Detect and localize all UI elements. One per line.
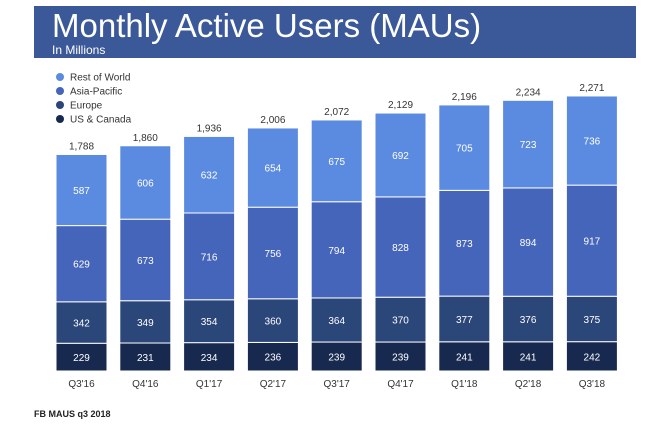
data-label-us-canada: 241 bbox=[456, 352, 473, 363]
bar-segment-asia-pacific bbox=[246, 206, 299, 300]
data-label-asia-pacific: 828 bbox=[392, 243, 409, 254]
data-label-rest-of-world: 675 bbox=[328, 157, 345, 168]
bar-segment-us-canada bbox=[565, 341, 618, 372]
legend-label-asia-pacific: Asia-Pacific bbox=[70, 87, 122, 98]
bar-segment-rest-of-world bbox=[374, 112, 427, 198]
data-label-rest-of-world: 736 bbox=[584, 137, 601, 148]
x-tick-label: Q4'17 bbox=[387, 379, 414, 390]
x-tick-label: Q1'17 bbox=[196, 379, 223, 390]
bar-segment-asia-pacific bbox=[438, 189, 491, 297]
legend-swatch-europe bbox=[56, 101, 64, 109]
data-label-europe: 364 bbox=[328, 316, 345, 327]
bar-segment-europe bbox=[246, 298, 299, 343]
legend-swatch-us-canada bbox=[56, 115, 64, 123]
bar-segment-europe bbox=[55, 301, 108, 344]
legend-label-rest-of-world: Rest of World bbox=[70, 73, 130, 84]
data-label-asia-pacific: 894 bbox=[520, 238, 537, 249]
legend-label-europe: Europe bbox=[70, 101, 103, 112]
bar-segment-europe bbox=[374, 296, 427, 343]
chart-header: Monthly Active Users (MAUs) In Millions bbox=[34, 6, 636, 58]
data-label-rest-of-world: 705 bbox=[456, 144, 473, 155]
source-caption: FB MAUS q3 2018 bbox=[34, 409, 111, 419]
data-label-us-canada: 229 bbox=[73, 353, 90, 364]
bar-segment-rest-of-world bbox=[246, 127, 299, 208]
x-tick-label: Q4'16 bbox=[132, 379, 159, 390]
bar-segment-asia-pacific bbox=[183, 212, 236, 301]
data-label-us-canada: 242 bbox=[584, 352, 601, 363]
bar-total-label: 2,072 bbox=[324, 107, 349, 118]
bar-segment-rest-of-world bbox=[438, 104, 491, 191]
chart-subtitle: In Millions bbox=[52, 43, 106, 57]
bar-segment-rest-of-world bbox=[310, 119, 363, 203]
bar-total-label: 1,860 bbox=[133, 133, 158, 144]
bar-total-label: 1,936 bbox=[197, 123, 222, 134]
bar-segment-europe bbox=[119, 300, 172, 344]
bar-segment-europe bbox=[502, 295, 555, 343]
legend-label-us-canada: US & Canada bbox=[70, 115, 132, 126]
bar-total-label: 2,006 bbox=[260, 115, 285, 126]
data-label-asia-pacific: 673 bbox=[137, 256, 154, 267]
bar-total-label: 2,271 bbox=[579, 83, 604, 94]
data-label-us-canada: 239 bbox=[328, 353, 345, 364]
chart-title: Monthly Active Users (MAUs) bbox=[52, 7, 482, 44]
data-label-us-canada: 234 bbox=[201, 353, 218, 364]
data-label-us-canada: 239 bbox=[392, 353, 409, 364]
data-label-us-canada: 241 bbox=[520, 352, 537, 363]
bar-segment-asia-pacific bbox=[565, 184, 618, 297]
data-label-europe: 376 bbox=[520, 315, 537, 326]
x-tick-label: Q3'17 bbox=[324, 379, 351, 390]
data-label-asia-pacific: 794 bbox=[328, 246, 345, 257]
data-label-europe: 360 bbox=[265, 317, 282, 328]
data-label-asia-pacific: 873 bbox=[456, 239, 473, 250]
legend-swatch-rest-of-world bbox=[56, 73, 64, 81]
x-tick-label: Q3'16 bbox=[68, 379, 95, 390]
bar-segment-us-canada bbox=[55, 342, 108, 372]
bar-segment-us-canada bbox=[502, 341, 555, 372]
data-label-rest-of-world: 654 bbox=[265, 164, 282, 175]
bar-segment-europe bbox=[438, 295, 491, 343]
bar-total-label: 2,234 bbox=[516, 87, 541, 98]
bar-segment-asia-pacific bbox=[119, 218, 172, 302]
bar-segment-us-canada bbox=[183, 342, 236, 372]
data-label-us-canada: 236 bbox=[265, 353, 282, 364]
bar-segment-rest-of-world bbox=[565, 95, 618, 186]
data-label-rest-of-world: 692 bbox=[392, 151, 409, 162]
data-label-asia-pacific: 756 bbox=[265, 249, 282, 260]
bar-total-label: 2,196 bbox=[452, 92, 477, 103]
data-label-asia-pacific: 917 bbox=[584, 237, 601, 248]
bar-segment-us-canada bbox=[246, 341, 299, 372]
data-label-asia-pacific: 629 bbox=[73, 260, 90, 271]
bar-segment-us-canada bbox=[310, 341, 363, 372]
bar-total-label: 2,129 bbox=[388, 100, 413, 111]
bar-segment-us-canada bbox=[438, 341, 491, 372]
bar-segment-asia-pacific bbox=[374, 196, 427, 298]
x-tick-label: Q1'18 bbox=[451, 379, 478, 390]
data-label-us-canada: 231 bbox=[137, 353, 154, 364]
data-label-europe: 354 bbox=[201, 317, 218, 328]
data-label-rest-of-world: 723 bbox=[520, 140, 537, 151]
data-label-europe: 377 bbox=[456, 315, 473, 326]
bar-segment-europe bbox=[310, 297, 363, 343]
data-label-europe: 342 bbox=[73, 319, 90, 330]
bar-total-label: 1,788 bbox=[69, 141, 94, 152]
x-tick-label: Q2'17 bbox=[260, 379, 287, 390]
bar-segment-rest-of-world bbox=[183, 135, 236, 214]
data-label-europe: 375 bbox=[584, 315, 601, 326]
legend-swatch-asia-pacific bbox=[56, 87, 64, 95]
bar-segment-rest-of-world bbox=[502, 99, 555, 189]
data-label-rest-of-world: 606 bbox=[137, 178, 154, 189]
bar-segment-rest-of-world bbox=[55, 153, 108, 227]
data-label-rest-of-world: 587 bbox=[73, 186, 90, 197]
data-label-asia-pacific: 716 bbox=[201, 252, 218, 263]
data-label-europe: 370 bbox=[392, 316, 409, 327]
x-tick-label: Q3'18 bbox=[579, 379, 606, 390]
data-label-europe: 349 bbox=[137, 318, 154, 329]
data-label-rest-of-world: 632 bbox=[201, 171, 218, 182]
bar-segment-asia-pacific bbox=[502, 187, 555, 297]
bar-segment-asia-pacific bbox=[310, 201, 363, 299]
bar-segment-rest-of-world bbox=[119, 145, 172, 220]
x-tick-label: Q2'18 bbox=[515, 379, 542, 390]
